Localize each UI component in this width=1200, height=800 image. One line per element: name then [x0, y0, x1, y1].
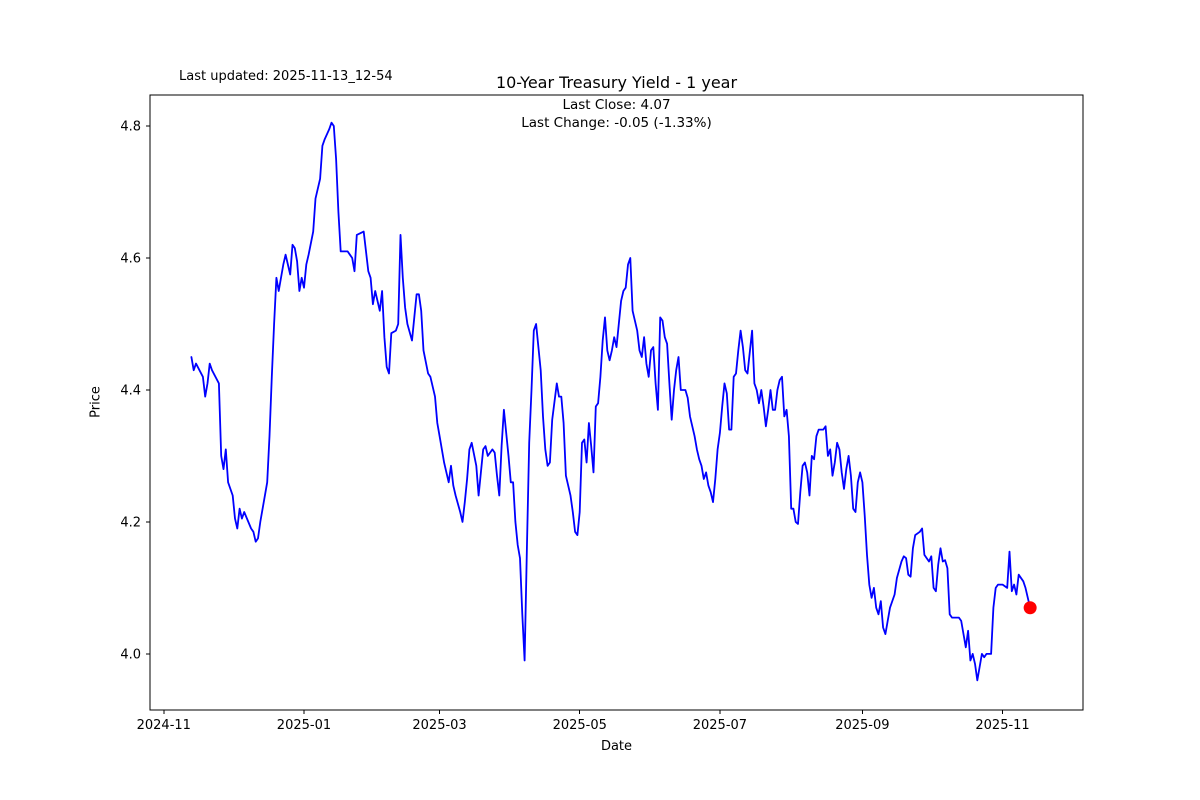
last-change-annotation: Last Change: -0.05 (-1.33%)	[521, 115, 712, 131]
last-close-annotation: Last Close: 4.07	[562, 97, 671, 113]
plot-frame	[149, 94, 1084, 711]
y-tick-label: 4.4	[120, 383, 141, 398]
y-tick-label: 4.2	[120, 515, 141, 530]
x-tick-label: 2025-09	[835, 718, 889, 733]
x-tick-label: 2024-11	[137, 718, 191, 733]
y-tick-label: 4.0	[120, 647, 141, 662]
x-tick-label: 2025-05	[553, 718, 607, 733]
x-tick-label: 2025-01	[277, 718, 331, 733]
y-tick-label: 4.6	[120, 251, 141, 266]
x-tick-label: 2025-11	[975, 718, 1029, 733]
price-line	[190, 121, 1031, 682]
x-tick-label: 2025-07	[693, 718, 747, 733]
chart-title: 10-Year Treasury Yield - 1 year	[495, 73, 738, 92]
x-tick-label: 2025-03	[412, 718, 466, 733]
last-updated-text: Last updated: 2025-11-13_12-54	[179, 69, 393, 84]
y-axis-label: Price	[88, 386, 104, 418]
last-price-marker	[1023, 601, 1037, 615]
x-axis-label: Date	[600, 739, 633, 754]
y-tick-label: 4.8	[120, 120, 141, 135]
